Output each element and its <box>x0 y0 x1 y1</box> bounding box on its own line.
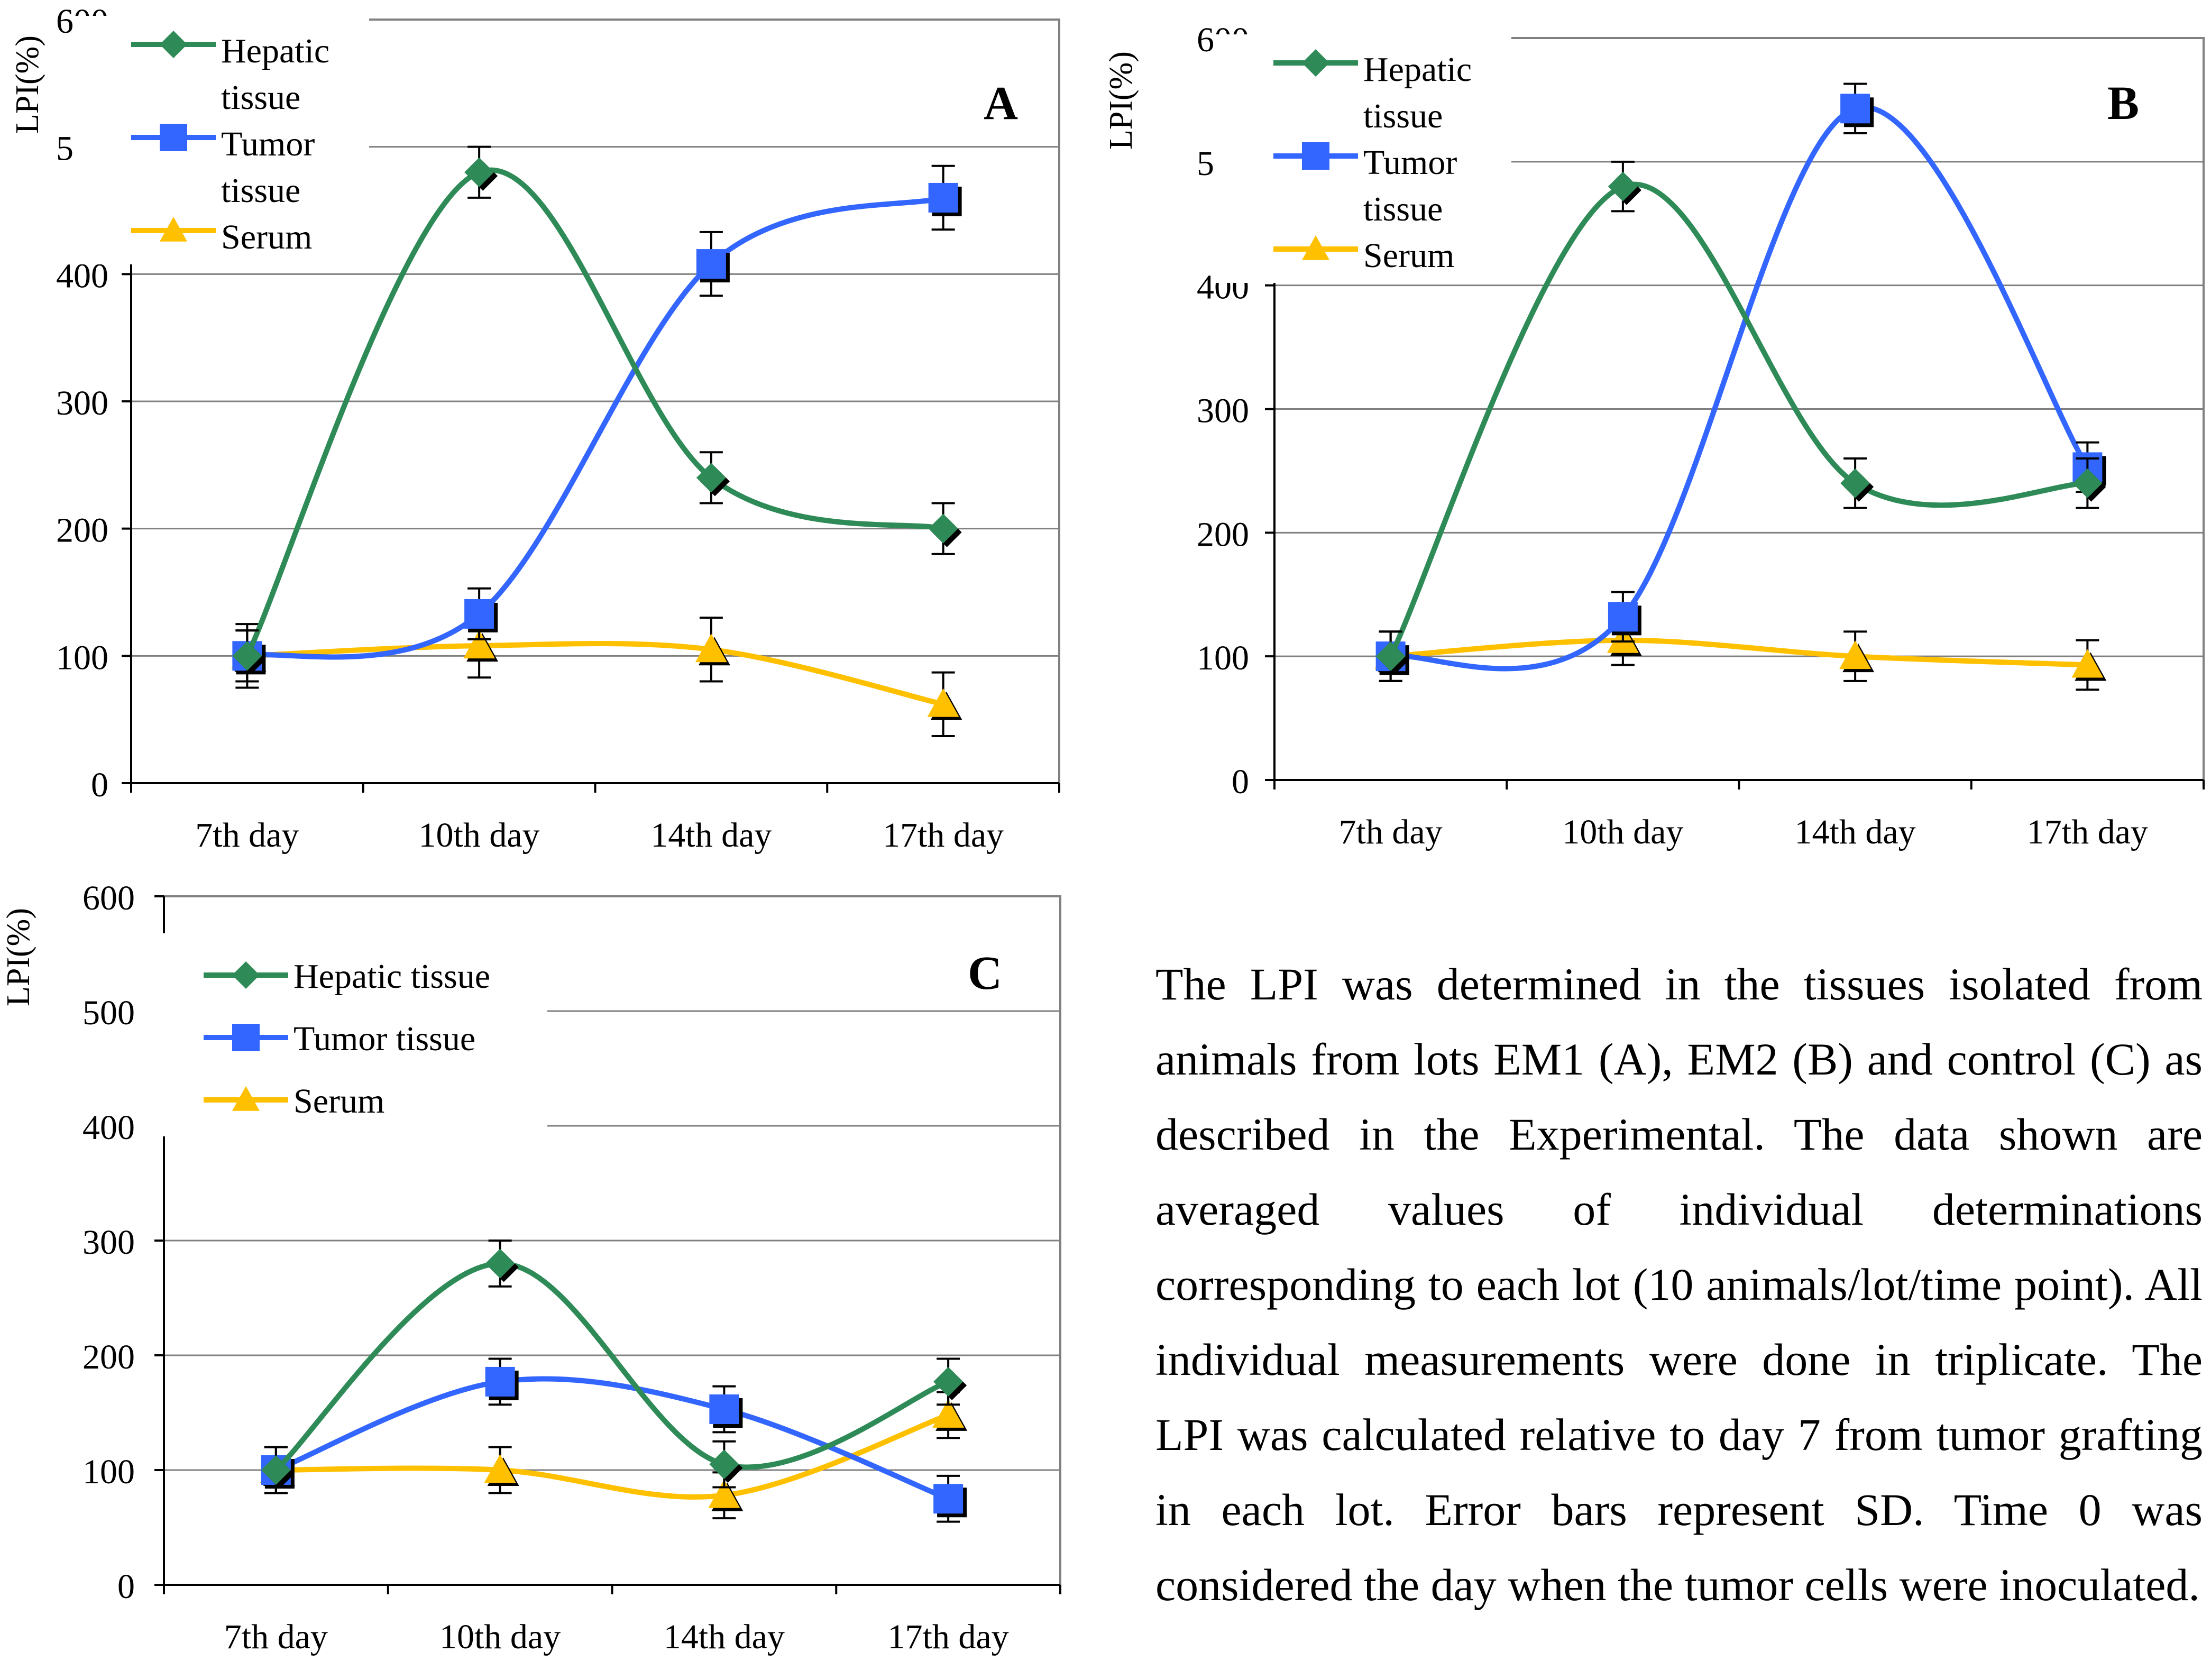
chart-a-x-tick-label: 17th day <box>883 816 1004 855</box>
chart-a-legend: Hepatic tissue Tumor tissue Serum <box>73 16 369 264</box>
chart-c-series-hepatic-tissue <box>261 1241 967 1493</box>
chart-c-legend-item-hepatic-tissue-label: Hepatic tissue <box>293 957 490 996</box>
chart-c-y-tick-label: 300 <box>82 1223 135 1262</box>
chart-b-legend-item-hepatic-tissue-label: tissue <box>1363 97 1443 135</box>
chart-a-y-tick-label: 100 <box>56 638 108 677</box>
chart-c-y-tick-label: 200 <box>82 1338 135 1376</box>
chart-b-y-tick-label: 300 <box>1197 392 1249 430</box>
chart-b-legend-item-hepatic-tissue-label: Hepatic <box>1363 50 1472 89</box>
chart-a-series-tumor-tissue-point <box>929 183 958 213</box>
chart-a-y-tick-label: 300 <box>56 384 108 423</box>
chart-a-legend-item-serum-label: Serum <box>221 218 312 256</box>
chart-b-y-axis-label: LPI(%) <box>1103 51 1139 150</box>
chart-a-y-axis-label: LPI(%) <box>10 35 45 134</box>
chart-c-y-tick-label: 400 <box>82 1108 135 1147</box>
chart-b-series-serum-line <box>1391 640 2088 665</box>
chart-b-y-tick-label: 0 <box>1232 763 1249 801</box>
chart-c-y-tick-label: 0 <box>117 1567 135 1606</box>
chart-b-x-tick-label: 10th day <box>1562 813 1683 851</box>
chart-b-series-tumor-tissue-point <box>1840 94 1870 123</box>
chart-a-series-serum-line <box>247 644 943 704</box>
chart-c-y-tick-label: 600 <box>82 879 135 917</box>
chart-a-legend-item-hepatic-tissue-label: tissue <box>221 78 300 117</box>
chart-a-series-tumor-tissue-line <box>247 198 943 657</box>
chart-a-x-tick-label: 7th day <box>195 816 299 855</box>
chart-b-legend-item-tumor-tissue-marker <box>1302 142 1329 170</box>
chart-b-series-serum <box>1375 616 2107 690</box>
figure-caption: The LPI was determined in the tissues is… <box>1155 947 2203 1622</box>
chart-c-legend: Hepatic tissue Tumor tissue Serum <box>145 933 547 1136</box>
chart-c-y-tick-label: 100 <box>82 1453 135 1491</box>
chart-b-legend-item-serum-label: Serum <box>1363 236 1454 275</box>
chart-a-series-tumor-tissue-point <box>464 599 494 629</box>
chart-a-series-serum <box>231 614 962 736</box>
chart-b-legend-item-tumor-tissue-label: Tumor <box>1363 143 1457 182</box>
chart-c-series-tumor-tissue-point <box>485 1367 515 1397</box>
chart-c-legend-item-tumor-tissue-label: Tumor tissue <box>293 1020 475 1058</box>
chart-c-x-tick-label: 14th day <box>664 1618 785 1656</box>
chart-a-x-tick-label: 14th day <box>650 816 772 855</box>
chart-b-legend: Hepatic tissue Tumor tissue Serum <box>1215 34 1511 283</box>
chart-c-legend-item-serum-label: Serum <box>293 1082 384 1121</box>
chart-b-panel-label: B <box>2107 77 2139 130</box>
chart-c: 0 100 200 300 400 500 600 7th day 10th day 14th d… <box>1 879 1060 1656</box>
chart-c-x-tick-label: 10th day <box>439 1618 561 1656</box>
chart-a-y-tick-label: 200 <box>56 511 108 550</box>
chart-a-y-tick-label: 0 <box>91 766 108 804</box>
chart-c-y-axis-label: LPI(%) <box>1 908 36 1006</box>
chart-b-y-tick-label: 200 <box>1197 515 1249 554</box>
chart-c-series-serum <box>260 1392 967 1518</box>
chart-a-legend-item-tumor-tissue-marker <box>160 124 187 151</box>
chart-a-series-tumor-tissue-point <box>696 249 726 279</box>
chart-c-series-tumor-tissue-point <box>709 1394 739 1424</box>
chart-c-series-tumor-tissue-point <box>933 1484 963 1513</box>
chart-a-legend-item-tumor-tissue-label: Tumor <box>221 125 315 163</box>
chart-a-x-tick-label: 10th day <box>419 816 540 855</box>
chart-b-series-tumor-tissue-point <box>1608 602 1638 631</box>
chart-b-x-tick-label: 17th day <box>2027 813 2148 851</box>
chart-b-x-tick-label: 14th day <box>1795 813 1916 851</box>
chart-c-x-tick-label: 7th day <box>224 1618 328 1656</box>
chart-c-legend-item-tumor-tissue-marker <box>232 1024 260 1051</box>
chart-c-panel-label: C <box>968 947 1002 999</box>
chart-c-y-tick-label: 500 <box>82 994 135 1032</box>
chart-c-series-tumor-tissue <box>261 1359 967 1522</box>
chart-b-y-tick-label: 100 <box>1197 639 1249 677</box>
chart-a-panel-label: A <box>984 77 1018 130</box>
chart-a-legend-item-hepatic-tissue-label: Hepatic <box>221 32 329 70</box>
chart-b-legend-item-tumor-tissue-label: tissue <box>1363 190 1443 228</box>
chart-a-legend-item-tumor-tissue-label: tissue <box>221 171 300 210</box>
chart-b-x-tick-label: 7th day <box>1339 813 1443 851</box>
chart-c-x-tick-label: 17th day <box>888 1618 1009 1656</box>
chart-c-series-hepatic-tissue-line <box>276 1263 948 1470</box>
